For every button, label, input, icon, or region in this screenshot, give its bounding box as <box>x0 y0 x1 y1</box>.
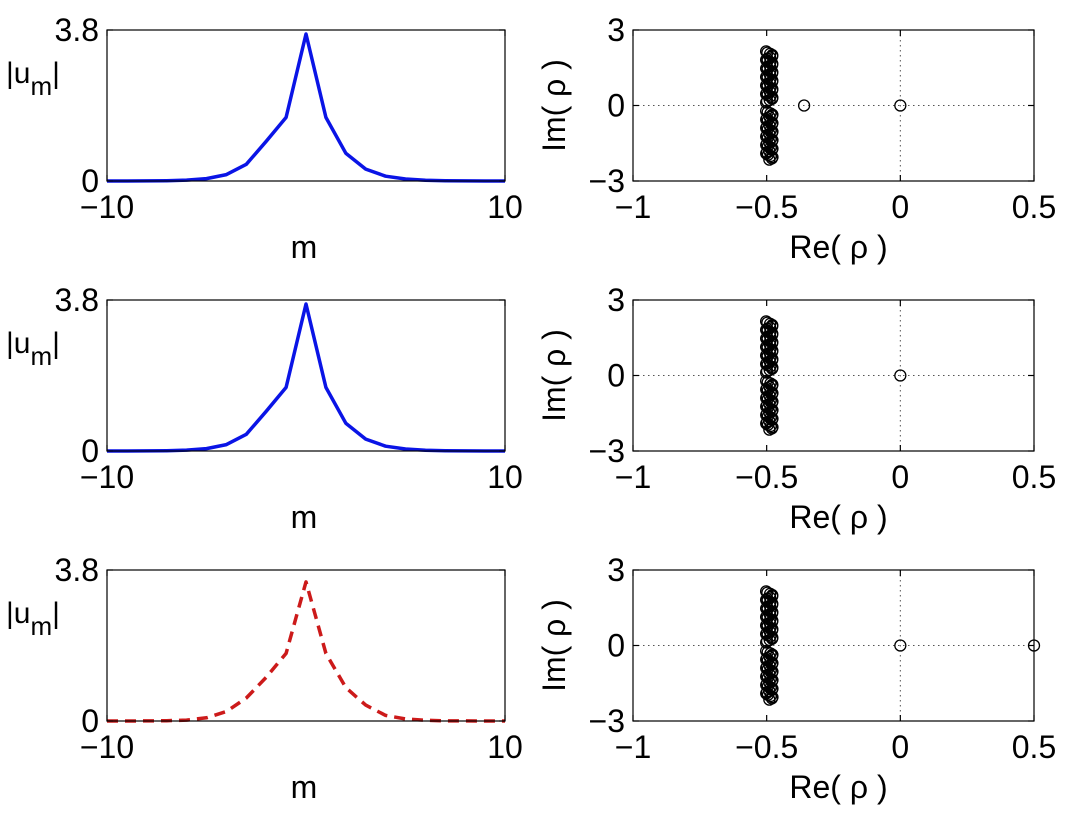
x-tick-label: 10 <box>487 459 523 495</box>
y-tick-label: 3 <box>607 552 625 588</box>
y-axis-label-sub: m <box>30 341 52 371</box>
y-axis-label-main: |u <box>6 57 30 90</box>
profile-line-3 <box>107 580 505 723</box>
cluster-point <box>761 316 774 329</box>
x-axis-label: Re( ρ ) <box>789 229 887 265</box>
cluster-point <box>759 45 773 58</box>
y-tick-label: 0 <box>81 433 99 469</box>
y-axis-label: Im( ρ ) <box>536 329 572 422</box>
x-tick-label: 0.5 <box>1012 729 1056 765</box>
axes-box <box>106 569 506 722</box>
y-axis-label: |um| <box>6 327 60 371</box>
x-tick-label: 0.5 <box>1012 459 1056 495</box>
x-tick-label: 10 <box>487 189 523 225</box>
y-tick-label: 3 <box>607 12 625 48</box>
y-axis-label: |um| <box>6 597 60 641</box>
y-axis-label-main: |u <box>6 597 30 630</box>
x-axis-label: Re( ρ ) <box>789 769 887 805</box>
eigenvalue-cluster-1 <box>759 45 779 166</box>
y-tick-label: 3 <box>607 282 625 318</box>
cluster-point <box>760 644 773 658</box>
x-tick-label: −10 <box>80 189 134 225</box>
cluster-point <box>759 585 773 598</box>
eigenvalue-point-1 <box>894 639 907 652</box>
eigenvalue-cluster-2 <box>759 315 779 436</box>
cluster-point <box>760 374 773 388</box>
y-tick-label: 3.8 <box>55 12 99 48</box>
y-axis-label-sub: m <box>30 71 52 101</box>
x-tick-label: 10 <box>487 729 523 765</box>
y-tick-label: 0 <box>607 358 625 394</box>
x-axis-label: m <box>291 499 318 535</box>
y-tick-label: 3.8 <box>55 282 99 318</box>
y-tick-label: 0 <box>607 88 625 124</box>
y-axis-label-end: | <box>52 597 60 630</box>
x-axis-label: m <box>291 769 318 805</box>
cluster-point <box>761 46 774 59</box>
y-axis-label: Im( ρ ) <box>536 59 572 152</box>
y-axis-label: |um| <box>6 57 60 101</box>
x-tick-label: −0.5 <box>735 729 798 765</box>
cluster-point <box>760 104 773 118</box>
axes-box <box>106 29 506 182</box>
cluster-point <box>759 315 773 328</box>
x-tick-label: −0.5 <box>735 459 798 495</box>
y-axis-label-sub: m <box>30 611 52 641</box>
y-tick-label: 0 <box>81 703 99 739</box>
profile-line-1 <box>107 32 505 183</box>
x-tick-label: 0 <box>891 459 909 495</box>
x-tick-label: −1 <box>615 729 651 765</box>
x-tick-label: −10 <box>80 459 134 495</box>
y-axis-label: Im( ρ ) <box>536 599 572 692</box>
y-tick-label: −3 <box>589 433 625 469</box>
x-tick-label: 0 <box>891 729 909 765</box>
y-tick-label: 0 <box>607 628 625 664</box>
y-tick-label: 3.8 <box>55 552 99 588</box>
x-tick-label: 0.5 <box>1012 189 1056 225</box>
x-tick-label: −1 <box>615 189 651 225</box>
y-tick-label: 0 <box>81 163 99 199</box>
eigenvalue-point-1 <box>797 99 811 112</box>
x-tick-label: −1 <box>615 459 651 495</box>
x-axis-label: m <box>291 229 318 265</box>
y-tick-label: −3 <box>589 703 625 739</box>
x-axis-label: Re( ρ ) <box>789 499 887 535</box>
cluster-point <box>761 586 774 599</box>
y-axis-label-end: | <box>52 57 60 90</box>
y-axis-label-end: | <box>52 327 60 360</box>
x-tick-label: −10 <box>80 729 134 765</box>
eigenvalue-point-2 <box>894 99 907 112</box>
eigenvalue-point-1 <box>894 369 907 382</box>
x-tick-label: 0 <box>891 189 909 225</box>
x-tick-label: −0.5 <box>735 189 798 225</box>
eigenvalue-cluster-3 <box>759 585 779 706</box>
y-axis-label-main: |u <box>6 327 30 360</box>
profile-line-2 <box>107 302 505 453</box>
axes-box <box>106 299 506 452</box>
y-tick-label: −3 <box>589 163 625 199</box>
